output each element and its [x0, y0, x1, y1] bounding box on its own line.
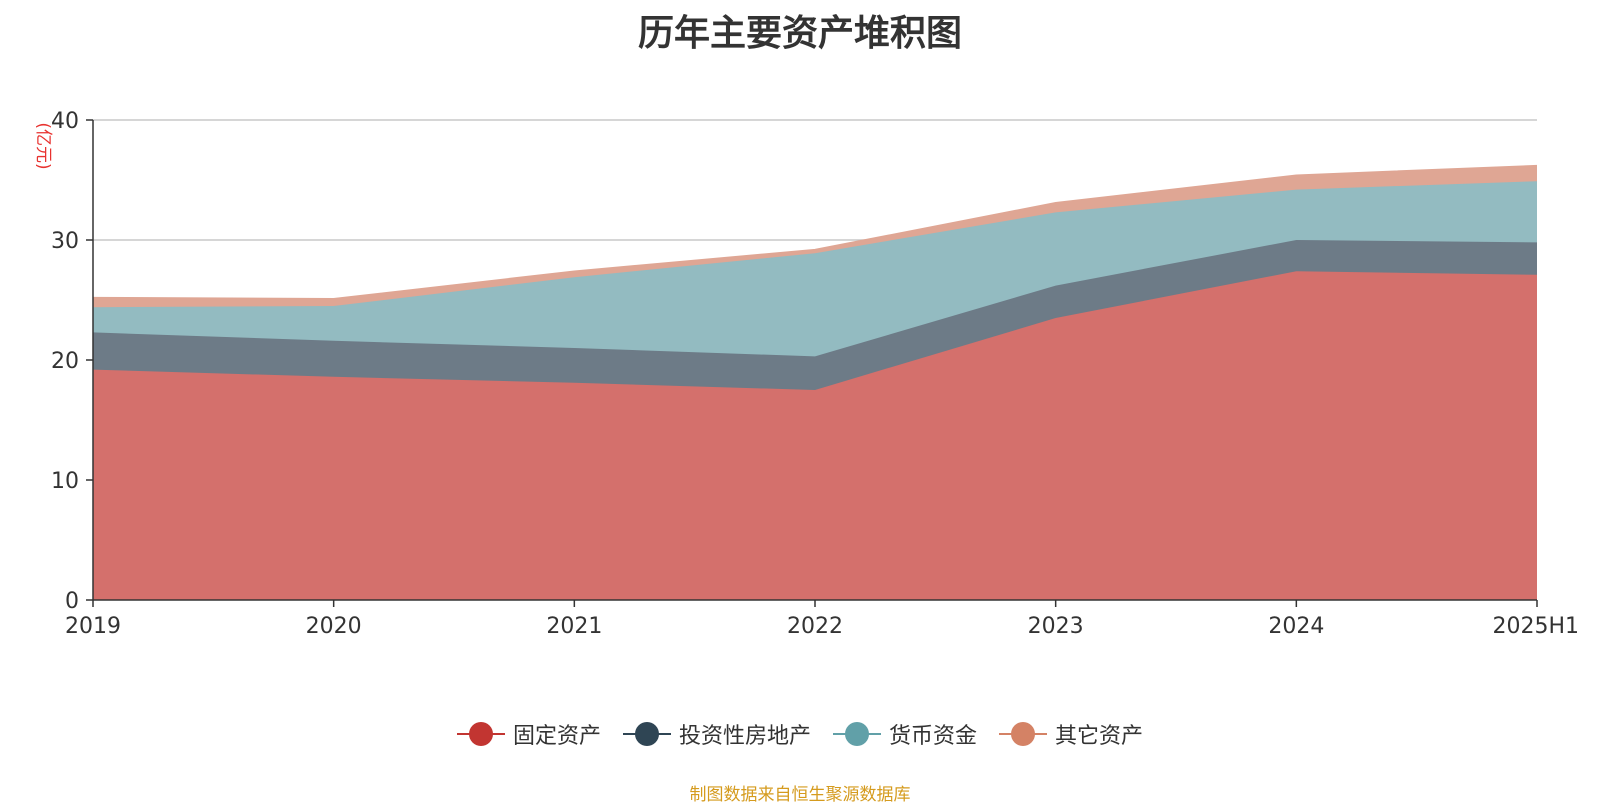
y-tick-label-30: 30: [51, 229, 79, 254]
area-series-1: [93, 271, 1537, 600]
legend-marker-icon: [622, 722, 671, 746]
area-series-3: [93, 181, 1537, 357]
line-series-4: [92, 164, 1538, 300]
legend-marker-icon: [456, 722, 505, 746]
legend-item-4[interactable]: 其它资产: [999, 718, 1143, 750]
legend-label: 其它资产: [1055, 724, 1144, 749]
y-tick-label-20: 20: [51, 349, 79, 374]
legend-label: 投资性房地产: [678, 724, 811, 749]
y-tick-label-10: 10: [51, 469, 79, 494]
legend-item-1[interactable]: 固定资产: [456, 718, 601, 750]
area-series-4: [93, 165, 1537, 308]
axis-layer: 0 10 20 30 40 2019 2020 2021 2022 2023 2024 2025H1: [51, 109, 1579, 639]
y-tick-label-0: 0: [65, 589, 79, 614]
x-tick-label-2020: 2020: [306, 614, 362, 639]
source-note: 制图数据来自恒生聚源数据库: [689, 785, 911, 805]
chart-title: 历年主要资产堆积图: [637, 13, 962, 54]
x-tick-label-2022: 2022: [787, 614, 843, 639]
x-tick-label-2019: 2019: [65, 614, 121, 639]
legend-marker-icon: [833, 722, 881, 746]
area-layer: [92, 164, 1538, 600]
legend-label: 货币资金: [889, 724, 978, 749]
y-unit-label: (亿元): [33, 122, 53, 169]
x-tick-label-2021: 2021: [546, 614, 602, 639]
x-tick-label-2024: 2024: [1268, 614, 1324, 639]
legend-item-2[interactable]: 投资性房地产: [622, 718, 811, 750]
y-tick-label-40: 40: [51, 109, 79, 134]
area-series-2: [93, 240, 1537, 390]
legend-marker-icon: [999, 722, 1048, 746]
legend: 固定资产 投资性房地产 货币资金 其它资产: [0, 718, 1600, 750]
legend-item-3[interactable]: 货币资金: [833, 718, 977, 750]
legend-label: 固定资产: [512, 724, 601, 749]
x-tick-label-2025H1: 2025H1: [1492, 614, 1579, 639]
x-tick-label-2023: 2023: [1028, 614, 1084, 639]
